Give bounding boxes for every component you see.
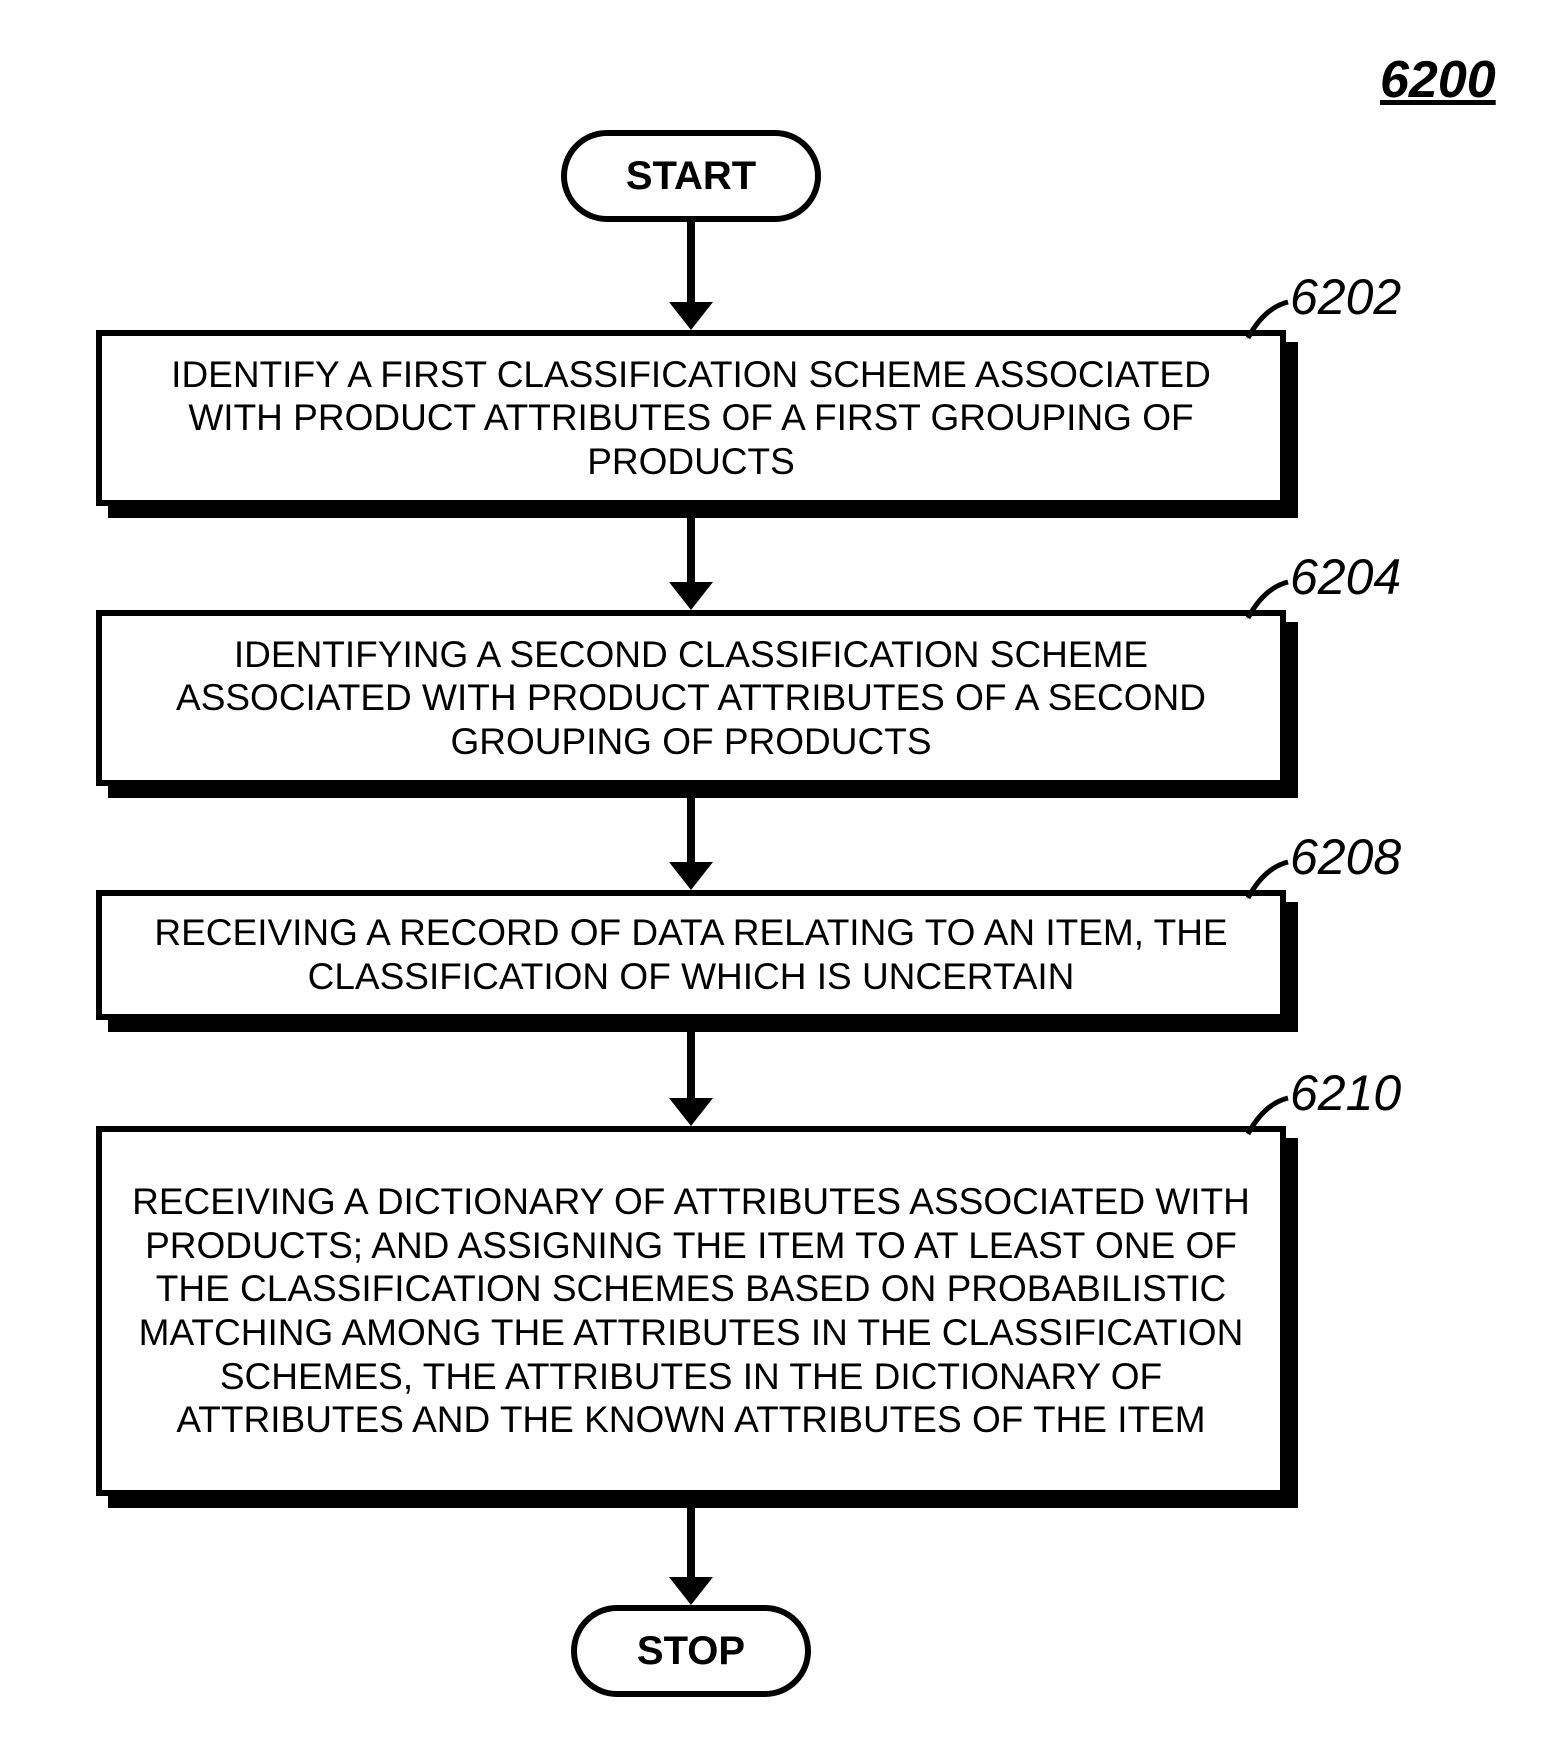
- leader-line: [1246, 860, 1296, 900]
- step-6208: RECEIVING A RECORD OF DATA RELATING TO A…: [96, 890, 1286, 1020]
- arrow-line: [687, 222, 695, 302]
- arrow-line: [687, 518, 695, 582]
- arrow-line: [687, 1032, 695, 1098]
- ref-6204: 6204: [1290, 548, 1401, 606]
- figure-number: 6200: [1380, 50, 1496, 110]
- step-text: IDENTIFYING A SECOND CLASSIFICATION SCHE…: [132, 633, 1250, 764]
- stop-label: STOP: [637, 1629, 745, 1674]
- step-6210: RECEIVING A DICTIONARY OF ATTRIBUTES ASS…: [96, 1126, 1286, 1496]
- ref-6208: 6208: [1290, 828, 1401, 886]
- start-terminator: START: [561, 130, 821, 222]
- arrow-head: [669, 862, 713, 890]
- ref-6202: 6202: [1290, 268, 1401, 326]
- arrow-head: [669, 582, 713, 610]
- step-6202: IDENTIFY A FIRST CLASSIFICATION SCHEME A…: [96, 330, 1286, 506]
- step-text: RECEIVING A RECORD OF DATA RELATING TO A…: [132, 911, 1250, 998]
- step-6204: IDENTIFYING A SECOND CLASSIFICATION SCHE…: [96, 610, 1286, 786]
- start-label: START: [626, 154, 756, 199]
- stop-terminator: STOP: [571, 1605, 811, 1697]
- leader-line: [1246, 1096, 1296, 1136]
- arrow-line: [687, 1508, 695, 1577]
- step-text: RECEIVING A DICTIONARY OF ATTRIBUTES ASS…: [132, 1180, 1250, 1442]
- arrow-line: [687, 798, 695, 862]
- arrow-head: [669, 1577, 713, 1605]
- flowchart-canvas: 6200 START IDENTIFY A FIRST CLASSIFICATI…: [0, 0, 1542, 1747]
- arrow-head: [669, 1098, 713, 1126]
- arrow-head: [669, 302, 713, 330]
- leader-line: [1246, 300, 1296, 340]
- leader-line: [1246, 580, 1296, 620]
- ref-6210: 6210: [1290, 1064, 1401, 1122]
- step-text: IDENTIFY A FIRST CLASSIFICATION SCHEME A…: [132, 353, 1250, 484]
